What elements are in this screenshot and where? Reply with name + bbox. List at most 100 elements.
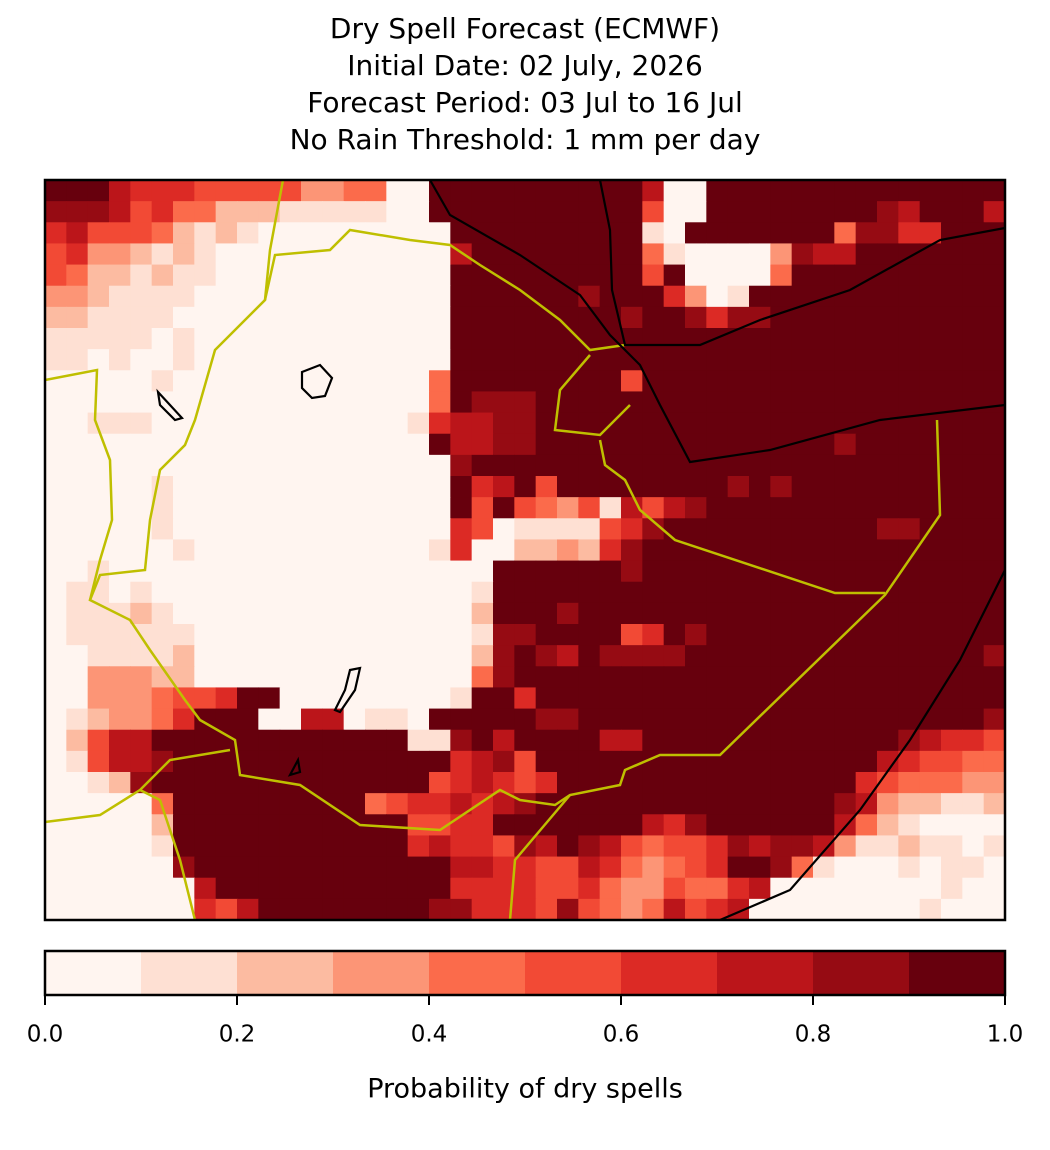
grid-cell [279, 454, 302, 477]
grid-cell [599, 539, 622, 562]
grid-cell [813, 349, 835, 371]
grid-cell [151, 497, 174, 519]
grid-cell [66, 666, 89, 689]
grid-cell [749, 835, 771, 858]
grid-cell [407, 645, 430, 667]
grid-cell [173, 306, 195, 329]
grid-cell [813, 624, 835, 646]
grid-cell [642, 645, 665, 667]
grid-cell [877, 856, 899, 879]
grid-cell [898, 624, 921, 646]
grid-cell [279, 201, 302, 223]
grid-cell [514, 772, 537, 794]
grid-cell [941, 370, 963, 393]
grid-cell [109, 285, 131, 308]
grid-cell [237, 349, 259, 371]
grid-cell [727, 370, 750, 393]
grid-cell [855, 624, 878, 646]
grid-cell [87, 624, 110, 646]
grid-cell [813, 772, 835, 794]
grid-cell [919, 370, 942, 393]
grid-cell [450, 370, 473, 393]
grid-cell [365, 433, 387, 456]
grid-cell [343, 772, 366, 794]
grid-cell [834, 476, 857, 498]
grid-cell [685, 476, 707, 498]
grid-cell [194, 581, 217, 604]
grid-cell [215, 264, 238, 287]
grid-cell [898, 835, 921, 858]
grid-cell [45, 497, 67, 519]
grid-cell [621, 666, 643, 689]
grid-cell [557, 645, 579, 667]
grid-cell [450, 201, 473, 223]
grid-cell [535, 687, 558, 710]
grid-cell [642, 877, 665, 900]
grid-cell [386, 624, 409, 646]
grid-cell [834, 750, 857, 773]
grid-cell [983, 560, 1006, 583]
grid-cell [749, 412, 771, 435]
grid-cell [706, 201, 729, 223]
grid-cell [791, 476, 814, 498]
grid-cell [621, 412, 643, 435]
grid-cell [962, 729, 985, 752]
grid-cell [322, 560, 345, 583]
grid-cell [151, 391, 174, 414]
grid-cell [898, 497, 921, 519]
grid-cell [237, 285, 259, 308]
grid-cell [407, 560, 430, 583]
grid-cell [962, 877, 985, 900]
grid-cell [237, 793, 259, 815]
grid-cell [770, 243, 793, 266]
grid-cell [109, 433, 131, 456]
grid-cell [557, 412, 579, 435]
grid-cell [173, 476, 195, 498]
grid-cell [578, 328, 601, 350]
grid-cell [727, 222, 750, 245]
grid-cell [557, 349, 579, 371]
grid-cell [471, 772, 494, 794]
grid-cell [258, 729, 281, 752]
grid-cell [813, 412, 835, 435]
grid-cell [215, 666, 238, 689]
grid-cell [941, 687, 963, 710]
grid-cell [237, 222, 259, 245]
grid-cell [258, 476, 281, 498]
grid-cell [386, 264, 409, 287]
grid-cell [535, 898, 558, 921]
grid-cell [855, 645, 878, 667]
grid-cell [322, 708, 345, 731]
grid-cell [173, 750, 195, 773]
grid-cell [791, 412, 814, 435]
grid-cell [429, 602, 451, 625]
grid-cell [557, 708, 579, 731]
grid-cell [471, 560, 494, 583]
grid-cell [962, 708, 985, 731]
grid-cell [535, 476, 558, 498]
grid-cell [109, 645, 131, 667]
grid-cell [855, 835, 878, 858]
grid-cell [151, 433, 174, 456]
grid-cell [941, 856, 963, 879]
grid-cell [258, 835, 281, 858]
grid-cell [279, 898, 302, 921]
grid-cell [770, 454, 793, 477]
grid-cell [130, 497, 153, 519]
grid-cell [749, 328, 771, 350]
grid-cell [130, 729, 153, 752]
grid-cell [215, 412, 238, 435]
grid-cell [813, 856, 835, 879]
grid-cell [215, 708, 238, 731]
grid-cell [770, 898, 793, 921]
grid-cell [621, 518, 643, 541]
grid-cell [557, 560, 579, 583]
grid-cell [66, 856, 89, 879]
country-border [88, 180, 942, 832]
grid-cell [258, 898, 281, 921]
grid-cell [450, 729, 473, 752]
grid-cell [514, 560, 537, 583]
grid-cell [578, 476, 601, 498]
grid-cell [45, 518, 67, 541]
grid-cell [343, 560, 366, 583]
